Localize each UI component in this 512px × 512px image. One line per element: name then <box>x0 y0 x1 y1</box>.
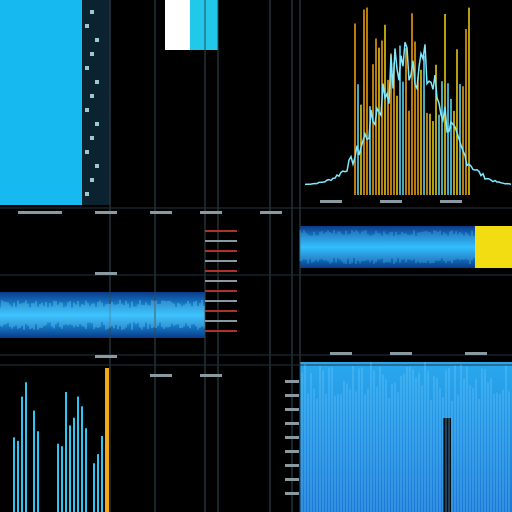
cyan-panel <box>0 0 82 205</box>
label-stub <box>90 136 94 140</box>
label-stub <box>285 478 299 481</box>
dark-marker <box>443 418 451 512</box>
label-stub <box>205 240 237 242</box>
label-stub <box>205 260 237 262</box>
label-stub <box>95 122 99 126</box>
label-stub <box>205 280 237 282</box>
label-stub <box>205 320 237 322</box>
label-stub <box>205 250 237 252</box>
label-stub <box>85 66 89 70</box>
label-stub <box>90 178 94 182</box>
label-stub <box>285 464 299 467</box>
label-stub <box>95 80 99 84</box>
label-stub <box>320 200 342 203</box>
label-stub <box>85 192 89 196</box>
label-stub <box>205 300 237 302</box>
label-stub <box>390 352 412 355</box>
label-stub <box>285 394 299 397</box>
label-stub <box>260 211 282 214</box>
label-stub <box>95 38 99 42</box>
label-stub <box>85 108 89 112</box>
label-stub <box>90 94 94 98</box>
label-stub <box>200 374 222 377</box>
label-stub <box>95 164 99 168</box>
label-stub <box>95 355 117 358</box>
label-stub <box>205 290 237 292</box>
label-stub <box>205 230 237 232</box>
label-stub <box>40 211 62 214</box>
label-stub <box>285 408 299 411</box>
label-stub <box>285 380 299 383</box>
side-strip <box>82 0 110 205</box>
label-stub <box>200 211 222 214</box>
label-stub <box>150 211 172 214</box>
label-stub <box>380 200 402 203</box>
label-stub <box>85 150 89 154</box>
label-stub <box>90 10 94 14</box>
label-stub <box>90 52 94 56</box>
label-stub <box>95 211 117 214</box>
label-stub <box>95 272 117 275</box>
label-stub <box>330 352 352 355</box>
label-stub <box>465 352 487 355</box>
label-stub <box>285 492 299 495</box>
label-stub <box>18 211 40 214</box>
label-stub <box>285 422 299 425</box>
white-box <box>165 0 190 50</box>
label-stub <box>85 24 89 28</box>
label-stub <box>285 436 299 439</box>
cyan-box <box>190 0 218 50</box>
label-stub <box>205 330 237 332</box>
yellow-band <box>475 226 512 268</box>
label-stub <box>150 374 172 377</box>
label-stub <box>440 200 462 203</box>
label-stub <box>205 310 237 312</box>
label-stub <box>205 270 237 272</box>
label-stub <box>285 450 299 453</box>
spectrum-trace <box>304 41 512 186</box>
